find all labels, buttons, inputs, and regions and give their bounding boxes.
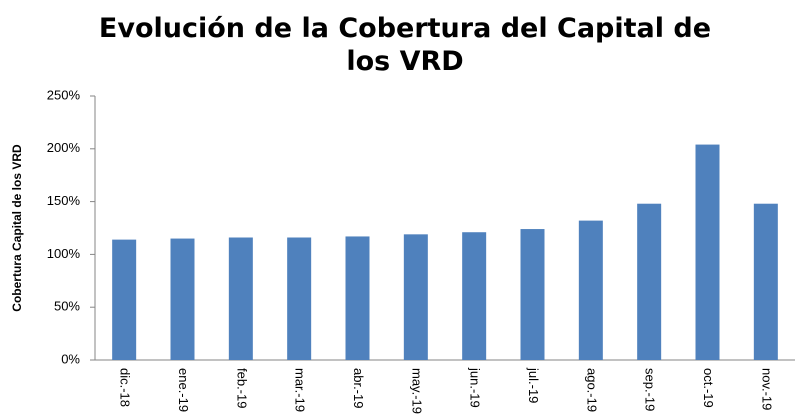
y-tick-label: 50% <box>54 299 80 314</box>
x-tick-label: dic.-18 <box>118 368 133 407</box>
x-tick-label: oct.-19 <box>701 368 716 408</box>
x-tick-label: mar.-19 <box>293 368 308 412</box>
x-tick-label: ene.-19 <box>176 368 191 412</box>
x-tick-label: abr.-19 <box>351 368 366 408</box>
x-tick-label: jun.-19 <box>468 367 483 408</box>
bar <box>753 203 778 360</box>
y-tick-label: 100% <box>47 246 81 261</box>
x-tick-label: feb.-19 <box>234 368 249 408</box>
x-tick-label: ago.-19 <box>584 368 599 412</box>
bar <box>695 144 720 360</box>
y-axis-label: Cobertura Capital de los VRD <box>10 144 24 312</box>
bar <box>112 239 137 360</box>
bar <box>345 236 370 360</box>
bar <box>520 229 545 360</box>
x-tick-label: jul.-19 <box>526 367 541 403</box>
bar <box>403 234 428 360</box>
bar <box>287 237 312 360</box>
x-tick-label: may.-19 <box>409 368 424 414</box>
chart-title: Evolución de la Cobertura del Capital de… <box>98 13 712 77</box>
y-tick-label: 250% <box>47 87 81 102</box>
y-tick-label: 0% <box>61 351 80 366</box>
y-tick-label: 200% <box>47 140 81 155</box>
bar <box>462 232 487 360</box>
y-tick-label: 150% <box>47 193 81 208</box>
bar <box>637 203 662 360</box>
bar <box>170 238 195 360</box>
x-tick-label: nov.-19 <box>759 368 774 410</box>
bar <box>228 237 253 360</box>
x-tick-label: sep.-19 <box>643 368 658 411</box>
bar <box>578 220 603 360</box>
